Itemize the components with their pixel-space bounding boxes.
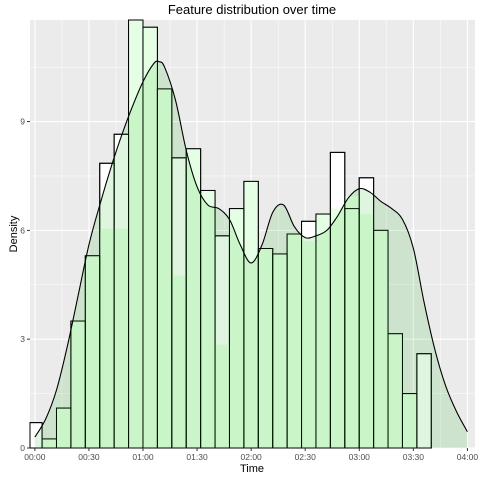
x-tick-label: 02:30 xyxy=(295,452,317,462)
y-tick-label: 6 xyxy=(20,225,25,235)
density-curve-area xyxy=(34,61,468,448)
x-tick-label: 04:00 xyxy=(457,452,479,462)
x-axis-title: Time xyxy=(240,463,264,475)
y-tick-label: 3 xyxy=(20,334,25,344)
x-tick-label: 02:00 xyxy=(241,452,263,462)
histogram-bar-fill xyxy=(287,234,302,448)
histogram-bar-fill xyxy=(402,393,417,448)
x-tick-label: 01:00 xyxy=(132,452,154,462)
histogram-bar-fill xyxy=(157,88,172,448)
histogram-bar-fill xyxy=(244,181,258,448)
histogram-bar-fill xyxy=(388,333,402,448)
histogram-bar-fill xyxy=(374,230,388,448)
histogram-bar-fill xyxy=(143,27,157,448)
histogram-bar-fill xyxy=(56,408,71,448)
y-tick-label: 0 xyxy=(20,443,25,453)
y-tick-label: 9 xyxy=(20,117,25,127)
histogram-bar-fill xyxy=(330,208,345,448)
histogram-bar-fill xyxy=(258,248,273,448)
histogram-bar-fill xyxy=(186,148,201,449)
histogram-bar-fill xyxy=(273,253,287,448)
density-curve-line xyxy=(34,60,468,438)
histogram-bar-fill xyxy=(229,208,244,448)
histogram-bar-fill xyxy=(114,228,129,448)
x-tick-label: 03:30 xyxy=(403,452,425,462)
histogram-bar-fill xyxy=(71,321,85,448)
histogram-bar-fill xyxy=(359,214,374,448)
histogram-bar-fill xyxy=(201,190,215,448)
x-tick-label: 00:30 xyxy=(78,452,100,462)
x-tick-label: 03:00 xyxy=(349,452,371,462)
chart-title: Feature distribution over time xyxy=(168,2,336,17)
plot-area: 00:00 00:30 01:00 01:30 02:00 02:30 03:00 03:30… xyxy=(20,19,479,462)
histogram-bar-fill xyxy=(302,241,316,448)
y-axis-title: Density xyxy=(8,215,20,252)
histogram-bar-outline xyxy=(387,333,403,449)
histogram-bar-fill xyxy=(215,344,229,448)
histogram-bar-fill xyxy=(42,438,56,448)
x-tick-label: 01:30 xyxy=(186,452,208,462)
histogram-bar-fill xyxy=(345,195,359,448)
histogram-bar-outline xyxy=(29,422,43,449)
histogram-bar-fill xyxy=(85,255,100,448)
histogram-bar-fill xyxy=(100,228,114,448)
x-tick-label: 00:00 xyxy=(24,452,46,462)
histogram-bar-fill xyxy=(172,275,186,448)
histogram-bar-fill xyxy=(129,20,143,448)
histogram-bar-outline xyxy=(416,353,432,449)
histogram-bar-fill xyxy=(316,214,330,448)
